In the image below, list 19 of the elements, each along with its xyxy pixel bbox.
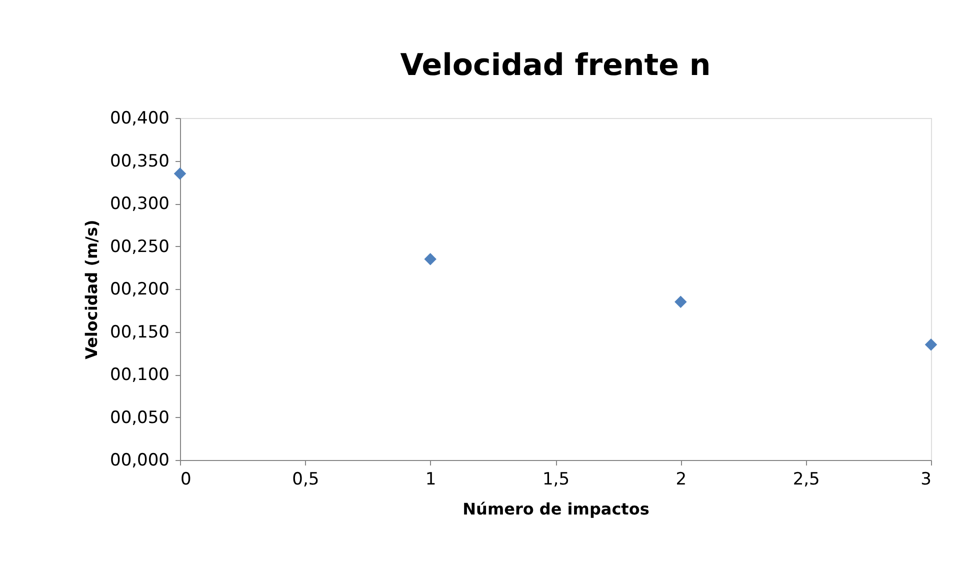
y-tick-label: 00,150 [110, 322, 170, 342]
y-axis-title: Velocidad (m/s) [82, 220, 102, 360]
x-tick-label: 1,5 [542, 470, 570, 490]
x-tick-label: 2,5 [792, 470, 820, 490]
y-tick-label: 00,250 [110, 236, 170, 257]
y-tick-label: 00,200 [110, 280, 170, 300]
y-tick-label: 00,050 [110, 408, 170, 428]
x-tick-label: 3 [920, 470, 932, 490]
y-tick-label: 00,300 [110, 194, 170, 214]
y-tick-label: 00,000 [110, 450, 170, 470]
x-tick-label: 0 [180, 470, 192, 490]
y-tick-label: 00,400 [110, 108, 170, 128]
x-axis-title: Número de impactos [462, 500, 650, 518]
x-tick-label: 0,5 [292, 470, 320, 490]
y-tick-label: 00,100 [110, 365, 170, 385]
x-tick-label: 1 [425, 470, 436, 490]
chart-title: Velocidad frente n [400, 48, 711, 83]
x-tick-label: 2 [676, 470, 687, 490]
y-tick-label: 00,350 [110, 151, 170, 172]
